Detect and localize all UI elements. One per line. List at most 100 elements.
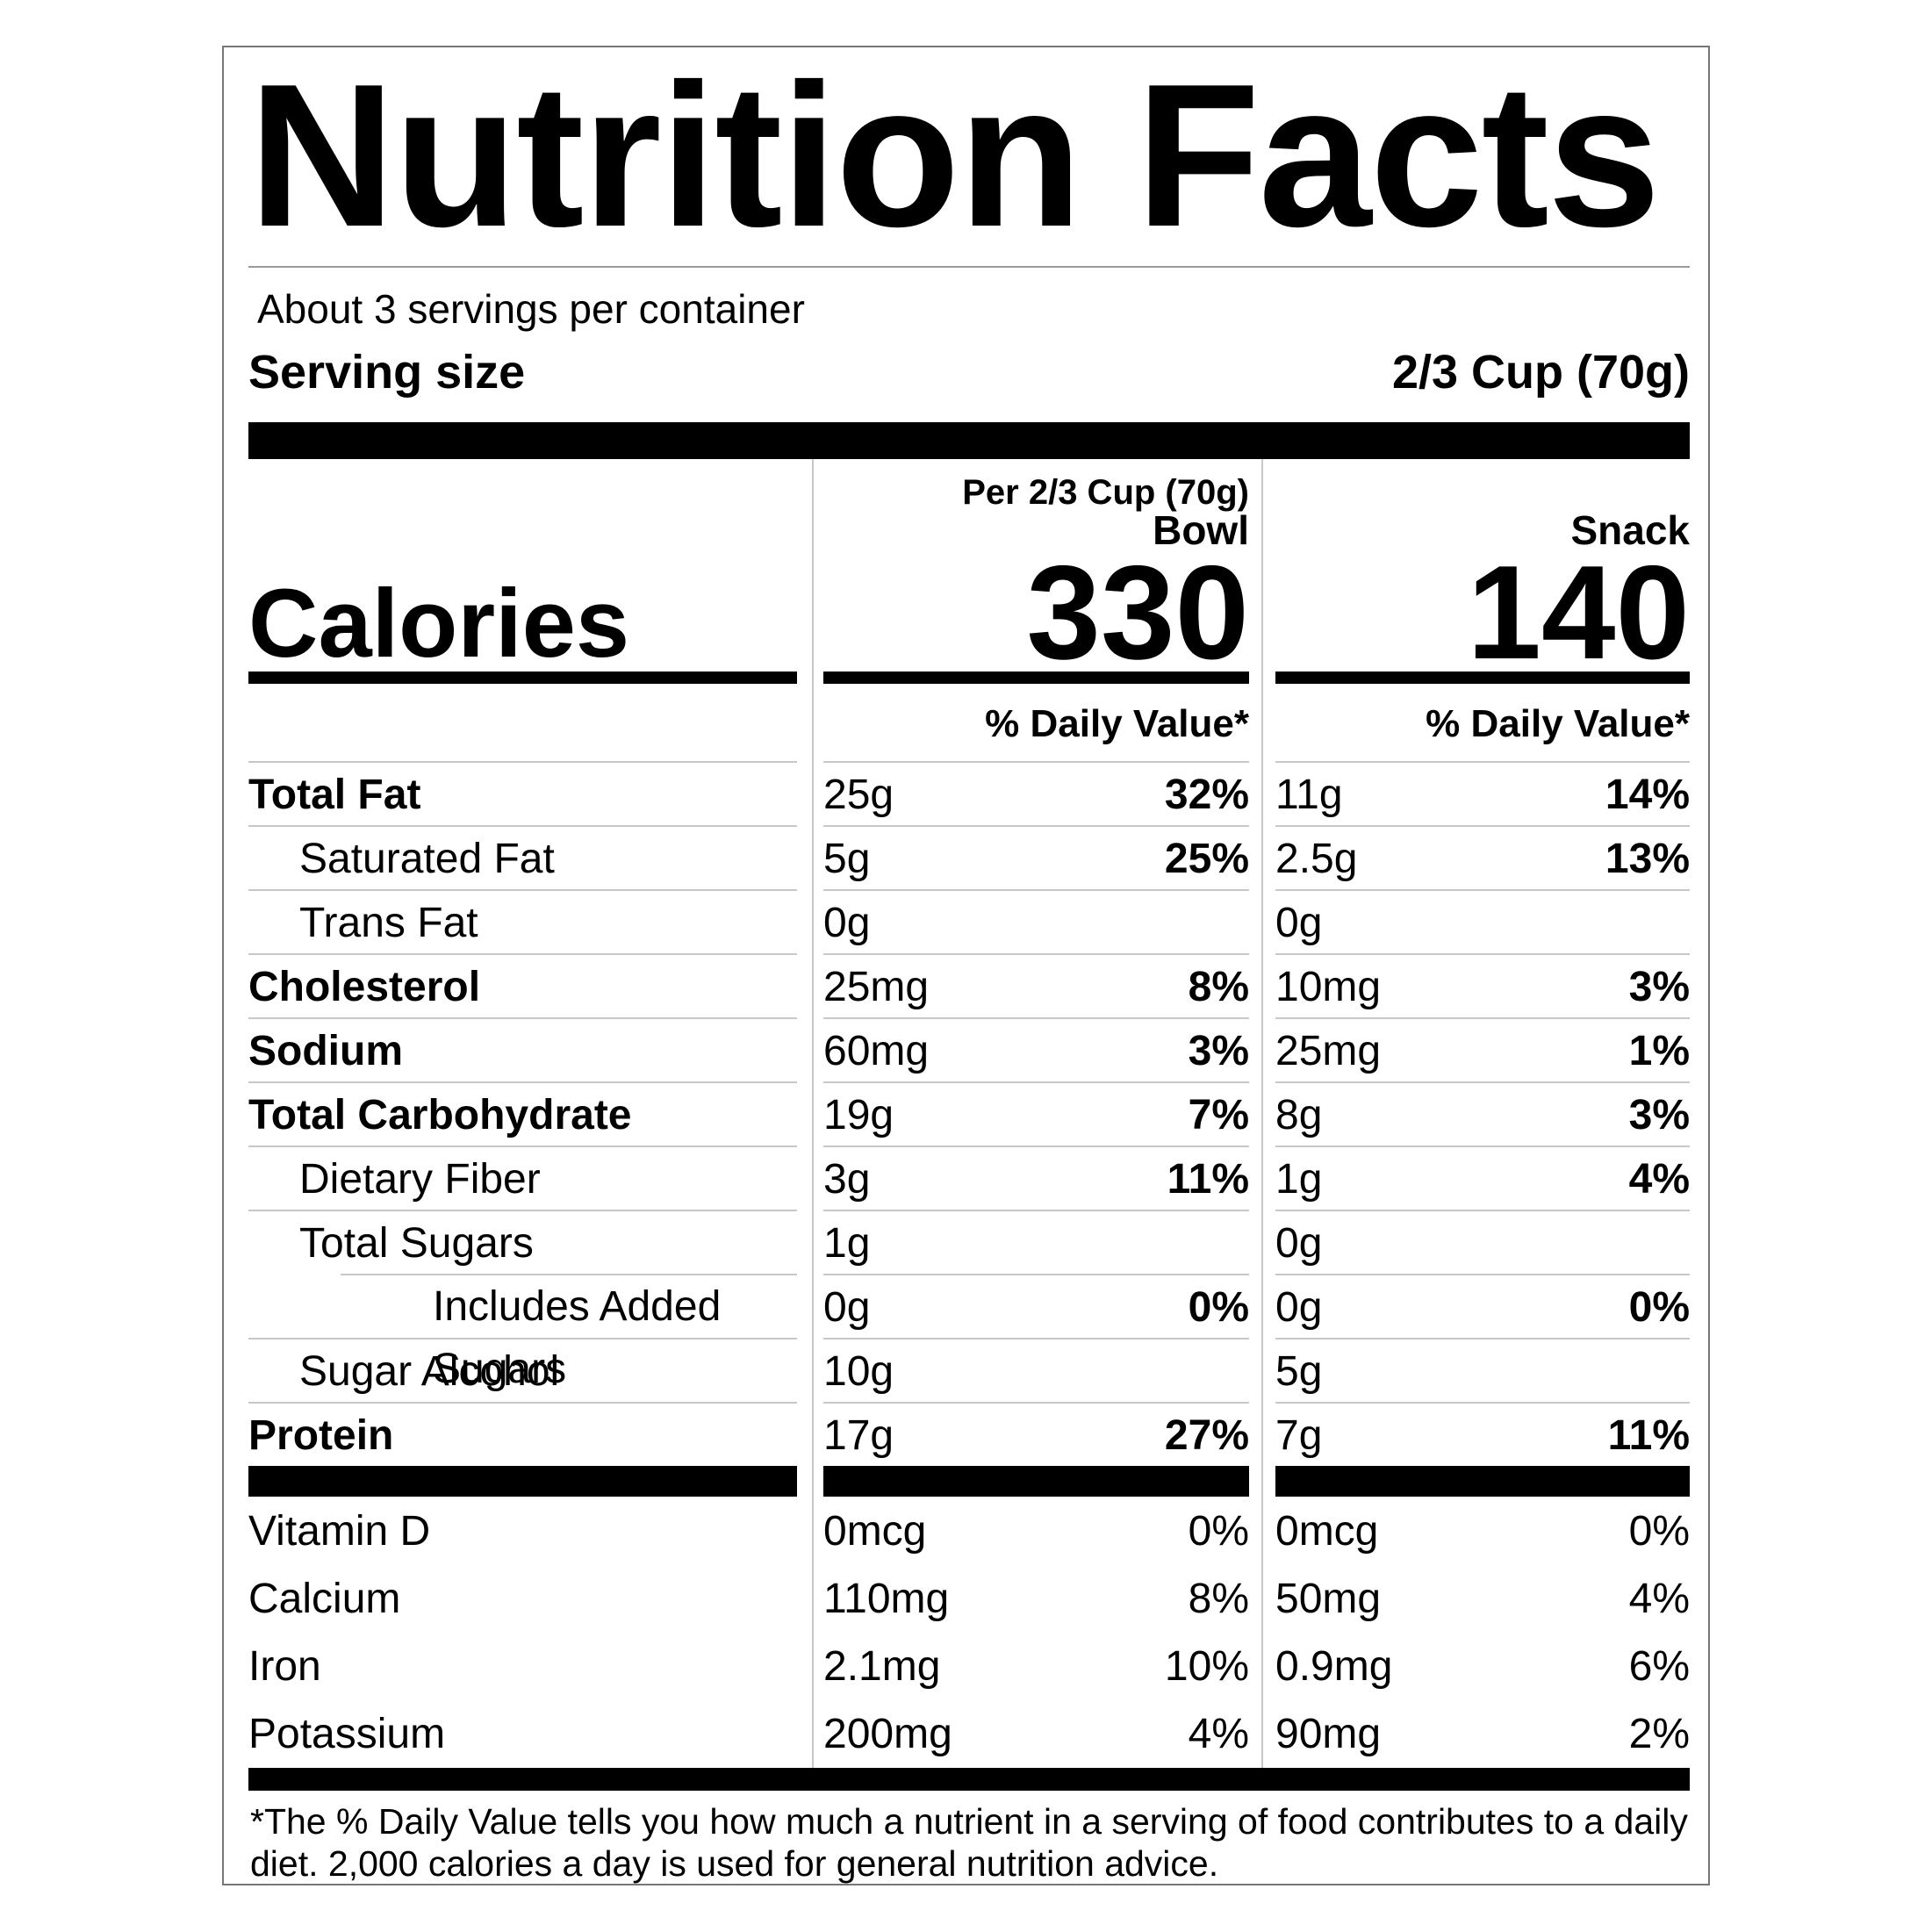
nutrient-dv: 14% [1605, 772, 1690, 819]
nutrient-values: 0g [1275, 889, 1690, 953]
nutrient-values: 60mg 3% [823, 1017, 1249, 1081]
nutrient-values: 8g 3% [1275, 1081, 1690, 1146]
calories-value-snack: 140 [1467, 537, 1690, 687]
nutrient-amount: 10mg [1275, 964, 1382, 1011]
calories-rule-label [248, 672, 797, 685]
nutrition-facts-label: Nutrition Facts About 3 servings per con… [222, 46, 1710, 1885]
nutrient-values: 3g 11% [823, 1146, 1249, 1210]
nutrient-amount: 7g [1275, 1412, 1323, 1460]
nutrient-values: 0mcg 0% [823, 1497, 1249, 1565]
nutrient-name: Calcium [248, 1576, 401, 1623]
nutrient-values: 10mg 3% [1275, 953, 1690, 1017]
nutrient-dv: 10% [1164, 1643, 1249, 1691]
nutrient-dv: 0% [1188, 1508, 1249, 1555]
nutrient-amount: 11g [1275, 772, 1343, 819]
nutrient-row-label: Sodium [248, 1017, 797, 1081]
nutrient-name: Potassium [248, 1711, 446, 1758]
nutrient-amount: 5g [823, 836, 871, 883]
nutrient-amount: 1g [1275, 1156, 1323, 1203]
nutrient-name: Dietary Fiber [299, 1156, 541, 1203]
nutrient-amount: 0.9mg [1275, 1643, 1393, 1691]
vitamin-row-label: Potassium [248, 1700, 797, 1768]
nutrient-amount: 3g [823, 1156, 871, 1203]
nutrient-values: 1g [823, 1210, 1249, 1274]
nutrient-dv: 3% [1188, 1028, 1249, 1075]
nutrient-values: 2.5g 13% [1275, 825, 1690, 889]
nutrient-dv: 0% [1628, 1508, 1690, 1555]
calories-label: Calories [248, 570, 630, 679]
nutrient-dv: 3% [1628, 1092, 1690, 1139]
label-title: Nutrition Facts [248, 46, 1661, 269]
nutrient-dv: 6% [1628, 1643, 1690, 1691]
nutrient-values: 5g [1275, 1338, 1690, 1402]
nutrient-amount: 110mg [823, 1576, 950, 1623]
nutrient-amount: 25mg [823, 964, 930, 1011]
nutrient-amount: 0g [1275, 1220, 1323, 1268]
vitamin-row-label: Vitamin D [248, 1497, 797, 1565]
nutrient-row-label: Saturated Fat [248, 825, 797, 889]
serving-size-value: 2/3 Cup (70g) [1391, 346, 1690, 399]
nutrient-row-label: Protein [248, 1402, 797, 1466]
nutrient-dv: 11% [1607, 1412, 1690, 1460]
nutrient-row-label: Includes Added Sugars [248, 1274, 797, 1392]
nutrient-row-label: Dietary Fiber [248, 1146, 797, 1210]
nutrient-values: 11g 14% [1275, 761, 1690, 825]
nutrient-dv: 4% [1188, 1711, 1249, 1758]
nutrient-amount: 50mg [1275, 1576, 1382, 1623]
vitamin-row-label: Iron [248, 1633, 797, 1700]
calories-header: Per 2/3 Cup (70g) Bowl Snack Calories 33… [248, 459, 1690, 761]
nutrient-dv: 8% [1188, 964, 1249, 1011]
nutrient-amount: 5g [1275, 1348, 1323, 1396]
nutrient-dv: 8% [1188, 1576, 1249, 1623]
nutrient-values: 25g 32% [823, 761, 1249, 825]
calories-rule-snack [1275, 672, 1690, 685]
nutrient-amount: 2.1mg [823, 1643, 941, 1691]
nutrient-values: 10g [823, 1338, 1249, 1402]
nutrient-values: 0g 0% [823, 1274, 1249, 1338]
daily-value-header-snack: % Daily Value* [1426, 702, 1690, 746]
nutrient-amount: 0g [1275, 1284, 1323, 1332]
nutrient-amount: 0g [823, 900, 871, 947]
nutrient-name: Total Fat [248, 772, 421, 819]
vitamin-row-label: Calcium [248, 1565, 797, 1633]
nutrient-values: 0g [1275, 1210, 1690, 1274]
nutrient-name: Sugar Alcohol [299, 1348, 560, 1396]
nutrient-dv: 13% [1605, 836, 1690, 883]
nutrient-values: 0g [823, 889, 1249, 953]
nutrient-amount: 0g [823, 1284, 871, 1332]
calories-value-bowl: 330 [1026, 537, 1249, 687]
serving-size-row: Serving size 2/3 Cup (70g) [248, 345, 1690, 399]
section-rule-snack [1275, 1466, 1690, 1497]
nutrient-name: Trans Fat [299, 900, 478, 947]
nutrient-values: 0g 0% [1275, 1274, 1690, 1338]
nutrient-amount: 17g [823, 1412, 894, 1460]
nutrient-dv: 4% [1628, 1576, 1690, 1623]
nutrient-values: 5g 25% [823, 825, 1249, 889]
thick-rule-top [248, 422, 1690, 460]
nutrient-name: Total Sugars [299, 1220, 534, 1268]
nutrient-row-label: Total Carbohydrate [248, 1081, 797, 1146]
nutrient-amount: 2.5g [1275, 836, 1358, 883]
nutrient-dv: 2% [1628, 1711, 1690, 1758]
nutrient-row-label: Cholesterol [248, 953, 797, 1017]
nutrient-dv: 0% [1188, 1284, 1249, 1332]
nutrient-amount: 0mcg [823, 1508, 927, 1555]
per-serving-note: Per 2/3 Cup (70g) [962, 473, 1249, 513]
nutrient-dv: 4% [1628, 1156, 1690, 1203]
nutrient-name: Cholesterol [248, 964, 481, 1011]
section-rule-bowl [823, 1466, 1249, 1497]
section-rule [248, 1466, 1690, 1497]
footnote-text: *The % Daily Value tells you how much a … [250, 1801, 1688, 1884]
nutrient-dv: 1% [1628, 1028, 1690, 1075]
nutrient-dv: 27% [1164, 1412, 1249, 1460]
nutrient-values: 17g 27% [823, 1402, 1249, 1466]
nutrient-name: Total Carbohydrate [248, 1092, 632, 1139]
nutrient-name: Saturated Fat [299, 836, 555, 883]
column-header-bowl: Bowl [1153, 507, 1249, 554]
nutrient-dv: 3% [1628, 964, 1690, 1011]
nutrient-amount: 10g [823, 1348, 894, 1396]
nutrient-amount: 25mg [1275, 1028, 1382, 1075]
nutrient-values: 0.9mg 6% [1275, 1633, 1690, 1700]
nutrient-dv: 25% [1164, 836, 1249, 883]
column-divider-right [1261, 459, 1263, 1769]
